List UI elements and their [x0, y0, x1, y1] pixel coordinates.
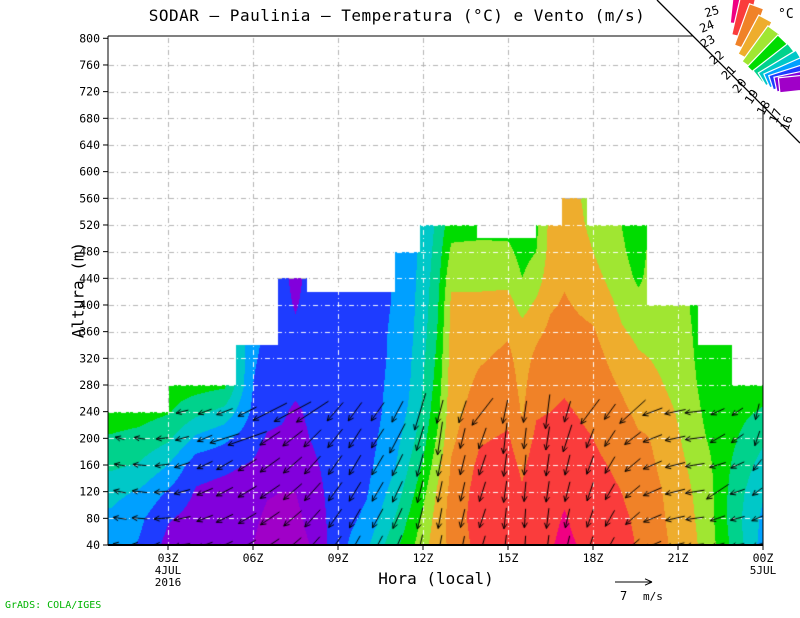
x-tick-label: 21Z	[668, 551, 689, 565]
y-tick-label: 680	[79, 111, 100, 125]
y-tick-label: 80	[86, 511, 100, 525]
colorbar-label: 19	[742, 87, 762, 107]
colorbar-label: 23	[698, 32, 718, 51]
colorbar-label: 24	[697, 17, 716, 36]
x-tick-label: 15Z	[498, 551, 519, 565]
y-tick-label: 360	[79, 325, 100, 339]
colorbar-units: °C	[778, 7, 794, 22]
chart-title: SODAR – Paulinia – Temperatura (°C) e Ve…	[148, 6, 646, 25]
y-tick-label: 480	[79, 245, 100, 259]
x-tick-label: 18Z	[583, 551, 604, 565]
y-tick-label: 800	[79, 31, 100, 45]
x-tick-label: 03Z	[158, 551, 179, 565]
colorbar-wedge-purple	[777, 72, 800, 94]
x-tick-label: 06Z	[243, 551, 264, 565]
date-label-4jul: 4JUL	[155, 564, 182, 577]
y-tick-label: 320	[79, 351, 100, 365]
y-tick-label: 600	[79, 165, 100, 179]
corner-fold-line	[656, 0, 800, 144]
grads-stamp: GrADS: COLA/IGES	[5, 600, 102, 611]
ref-vector-units: m/s	[643, 590, 663, 603]
date-label-2016: 2016	[155, 576, 182, 589]
y-tick-label: 760	[79, 58, 100, 72]
y-tick-label: 280	[79, 378, 100, 392]
colorbar-label: 25	[703, 3, 721, 20]
y-tick-label: 520	[79, 218, 100, 232]
colorbar-label: 18	[754, 98, 773, 117]
y-axis-label: Altura (m)	[68, 241, 88, 339]
ref-vector-arrow	[615, 578, 653, 586]
x-tick-label: 00Z	[753, 551, 774, 565]
x-tick-label: 09Z	[328, 551, 349, 565]
ref-vector-value: 7	[620, 589, 628, 603]
y-tick-label: 40	[86, 538, 100, 552]
y-tick-label: 200	[79, 431, 100, 445]
y-tick-label: 440	[79, 271, 100, 285]
x-axis-label: Hora (local)	[378, 569, 494, 588]
y-tick-label: 720	[79, 85, 100, 99]
x-tick-label: 12Z	[413, 551, 434, 565]
y-tick-label: 640	[79, 138, 100, 152]
y-tick-label: 400	[79, 298, 100, 312]
y-tick-label: 120	[79, 485, 100, 499]
colorbar-fan	[729, 0, 800, 94]
colorbar-label: 22	[707, 48, 727, 68]
y-tick-label: 240	[79, 405, 100, 419]
y-tick-label: 560	[79, 191, 100, 205]
date-label-5jul: 5JUL	[750, 564, 777, 577]
colorbar-label: 16	[777, 114, 795, 132]
y-tick-label: 160	[79, 458, 100, 472]
colorbar-label: 17	[766, 106, 785, 125]
